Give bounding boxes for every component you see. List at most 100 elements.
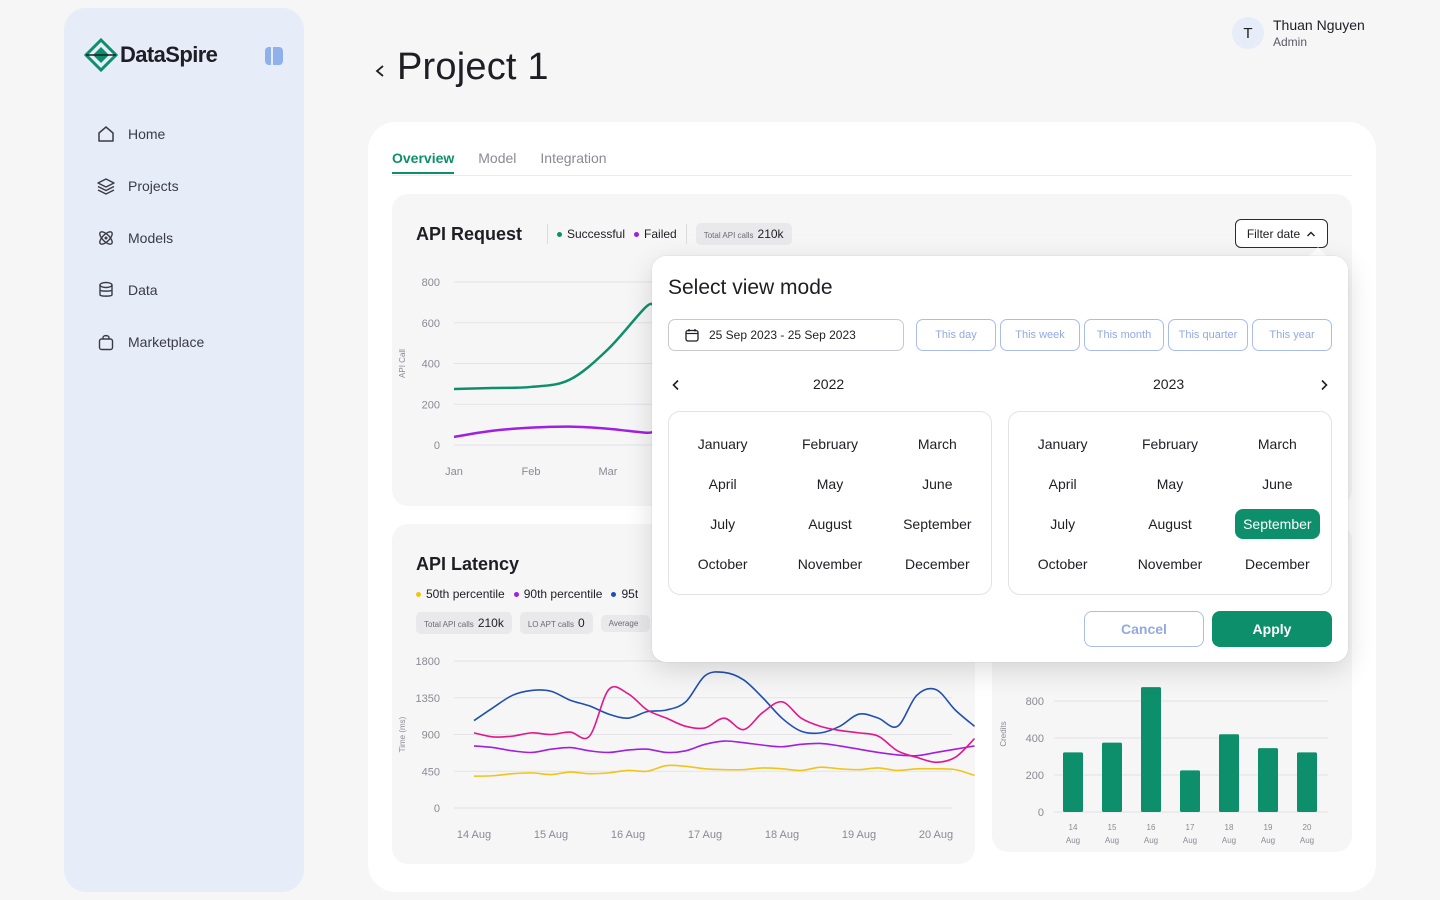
y-tick-label: 200 <box>422 399 440 411</box>
sidebar-item-data[interactable]: Data <box>96 268 204 312</box>
sidebar-item-label: Home <box>128 126 166 142</box>
y-tick-label: 0 <box>1038 807 1044 819</box>
month-option-october-2023[interactable]: October <box>1009 544 1116 584</box>
month-label: January <box>697 436 748 452</box>
apply-button[interactable]: Apply <box>1212 611 1332 647</box>
month-option-november-2023[interactable]: November <box>1116 544 1223 584</box>
filter-date-button[interactable]: Filter date <box>1235 219 1328 248</box>
month-option-march-2022[interactable]: March <box>884 424 991 464</box>
x-tick-label: 20 <box>1303 823 1312 832</box>
credits-bar-chart: 0 200 400 800 Credits 14 Aug 15 Aug 16 Aug 17 Aug 18 A… <box>999 687 1328 845</box>
y-tick-label: 400 <box>1026 733 1044 745</box>
app-logo[interactable]: DataSpire <box>84 38 218 72</box>
lo-apt-calls-badge: LO APT calls 0 <box>519 612 593 634</box>
quick-this-year-button[interactable]: This year <box>1252 319 1332 351</box>
total-api-calls-badge: Total API calls 210k <box>416 612 512 634</box>
month-option-july-2023[interactable]: July <box>1009 504 1116 544</box>
x-tick-label: Aug <box>1066 836 1080 845</box>
quick-this-day-button[interactable]: This day <box>916 319 996 351</box>
month-option-july-2022[interactable]: July <box>669 504 776 544</box>
tab-integration[interactable]: Integration <box>540 150 607 166</box>
api-request-chart: 0 200 400 600 800 API Call Jan Feb Mar <box>398 277 692 478</box>
quick-this-week-button[interactable]: This week <box>1000 319 1080 351</box>
month-option-december-2022[interactable]: December <box>884 544 991 584</box>
year-label-left: 2022 <box>813 376 845 392</box>
month-option-december-2023[interactable]: December <box>1224 544 1331 584</box>
month-option-september-2022[interactable]: September <box>884 504 991 544</box>
month-option-january-2023[interactable]: January <box>1009 424 1116 464</box>
bar <box>1219 734 1239 812</box>
month-grid-2022: January February March April May June July Augu… <box>668 411 992 595</box>
month-option-october-2022[interactable]: October <box>669 544 776 584</box>
x-tick-label: Aug <box>1105 836 1119 845</box>
month-label: December <box>1245 556 1310 572</box>
month-option-february-2023[interactable]: February <box>1116 424 1223 464</box>
tabs-divider <box>392 175 1352 176</box>
month-option-september-2023[interactable]: September <box>1224 504 1331 544</box>
tab-overview[interactable]: Overview <box>392 150 455 174</box>
month-label: November <box>797 556 863 572</box>
month-option-february-2022[interactable]: February <box>776 424 883 464</box>
y-tick-label: 1800 <box>416 656 440 668</box>
month-option-april-2023[interactable]: April <box>1009 464 1116 504</box>
sidebar-item-models[interactable]: Models <box>96 216 204 260</box>
api-latency-stats: Total API calls 210k LO APT calls 0 Averag… <box>416 612 651 634</box>
month-option-november-2022[interactable]: November <box>776 544 883 584</box>
month-label: July <box>710 516 736 532</box>
cancel-button[interactable]: Cancel <box>1084 611 1204 647</box>
month-option-august-2023[interactable]: August <box>1116 504 1223 544</box>
average-badge: Average <box>600 614 651 632</box>
sidebar-collapse-icon[interactable] <box>265 47 283 65</box>
month-label: April <box>708 476 737 492</box>
sidebar-item-projects[interactable]: Projects <box>96 164 204 208</box>
bar <box>1297 752 1317 812</box>
series-line <box>473 671 976 735</box>
user-menu[interactable]: T Thuan Nguyen Admin <box>1232 17 1365 49</box>
month-label: May <box>1156 476 1184 492</box>
month-option-august-2022[interactable]: August <box>776 504 883 544</box>
month-option-january-2022[interactable]: January <box>669 424 776 464</box>
legend-item-failed: Failed <box>634 227 677 241</box>
sidebar-item-marketplace[interactable]: Marketplace <box>96 320 204 364</box>
x-tick-label: Aug <box>1222 836 1236 845</box>
prev-year-chevron-icon[interactable] <box>668 377 684 393</box>
month-label: March <box>1257 436 1297 452</box>
month-label: May <box>816 476 844 492</box>
api-request-legend: Successful Failed Total API calls 210k <box>547 222 792 246</box>
x-tick-label: 19 Aug <box>842 829 876 841</box>
month-label: January <box>1037 436 1088 452</box>
y-tick-label: 800 <box>422 277 440 289</box>
chevron-up-icon <box>1307 231 1316 236</box>
series-line <box>453 425 655 439</box>
month-option-march-2023[interactable]: March <box>1224 424 1331 464</box>
x-tick-label: Mar <box>599 466 618 478</box>
next-year-chevron-icon[interactable] <box>1316 377 1332 393</box>
series-line <box>453 302 656 391</box>
x-tick-label: 18 Aug <box>765 829 799 841</box>
y-axis-label: Time (ms) <box>398 716 407 752</box>
quick-this-quarter-button[interactable]: This quarter <box>1168 319 1248 351</box>
x-tick-label: 17 <box>1186 823 1195 832</box>
x-tick-label: Aug <box>1261 836 1275 845</box>
x-tick-label: 15 <box>1108 823 1117 832</box>
back-chevron-icon[interactable] <box>372 60 388 82</box>
date-range-value: 25 Sep 2023 - 25 Sep 2023 <box>709 328 856 342</box>
date-range-field[interactable]: 25 Sep 2023 - 25 Sep 2023 <box>668 319 904 351</box>
month-option-june-2023[interactable]: June <box>1224 464 1331 504</box>
date-filter-popover: Select view mode 25 Sep 2023 - 25 Sep 20… <box>652 256 1348 662</box>
y-axis-label: Credits <box>999 721 1008 746</box>
month-option-june-2022[interactable]: June <box>884 464 991 504</box>
bar <box>1063 752 1083 812</box>
month-option-may-2023[interactable]: May <box>1116 464 1223 504</box>
x-tick-label: 16 <box>1147 823 1156 832</box>
month-label: February <box>801 436 858 452</box>
sidebar-item-home[interactable]: Home <box>96 112 204 156</box>
quick-this-month-button[interactable]: This month <box>1084 319 1164 351</box>
sidebar-item-label: Marketplace <box>128 334 205 350</box>
api-request-title: API Request <box>416 224 523 244</box>
y-tick-label: 800 <box>1026 696 1044 708</box>
month-option-may-2022[interactable]: May <box>776 464 883 504</box>
year-label-right: 2023 <box>1153 376 1185 392</box>
tab-model[interactable]: Model <box>478 150 517 166</box>
month-option-april-2022[interactable]: April <box>669 464 776 504</box>
